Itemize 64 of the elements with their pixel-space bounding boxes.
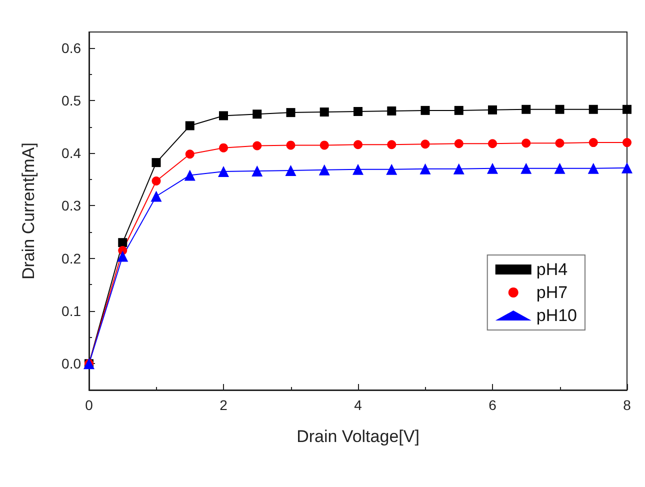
point bbox=[184, 170, 196, 181]
point bbox=[622, 138, 632, 148]
y-tick-label: 0.1 bbox=[62, 303, 82, 320]
point bbox=[354, 140, 362, 150]
y-tick-label: 0.0 bbox=[62, 356, 82, 372]
point bbox=[622, 104, 632, 114]
point bbox=[320, 140, 329, 150]
point bbox=[252, 141, 262, 150]
point bbox=[185, 150, 194, 159]
point bbox=[118, 238, 128, 248]
point bbox=[285, 164, 296, 176]
point bbox=[150, 190, 162, 202]
point bbox=[588, 104, 598, 114]
point bbox=[117, 250, 128, 262]
point bbox=[520, 162, 532, 174]
point bbox=[219, 143, 228, 152]
point bbox=[252, 110, 262, 119]
point bbox=[522, 104, 531, 114]
point bbox=[622, 162, 632, 174]
point bbox=[318, 164, 330, 176]
point bbox=[487, 162, 498, 174]
point bbox=[454, 106, 464, 115]
point bbox=[387, 140, 396, 150]
point bbox=[522, 138, 531, 148]
x-tick-label: 0 bbox=[85, 397, 94, 413]
point bbox=[387, 106, 396, 116]
point bbox=[588, 138, 598, 148]
point bbox=[555, 138, 564, 148]
y-axis-title: Drain Current[mA] bbox=[19, 142, 38, 280]
point bbox=[488, 105, 497, 114]
point bbox=[152, 158, 161, 168]
y-tick-label: 0.5 bbox=[62, 92, 82, 108]
point bbox=[354, 106, 362, 116]
legend-label: pH4 bbox=[536, 260, 568, 279]
point bbox=[554, 162, 566, 174]
legend-label: pH7 bbox=[536, 283, 568, 302]
x-tick-label: 2 bbox=[220, 397, 228, 413]
point bbox=[454, 139, 464, 148]
point bbox=[286, 108, 296, 118]
point bbox=[252, 165, 263, 176]
x-tick-label: 6 bbox=[488, 397, 497, 413]
legend-label: pH10 bbox=[536, 306, 577, 325]
point bbox=[320, 108, 329, 117]
y-tick-label: 0.3 bbox=[62, 198, 82, 214]
point bbox=[555, 104, 564, 114]
point bbox=[420, 163, 431, 174]
point bbox=[218, 166, 229, 178]
point bbox=[420, 106, 430, 115]
y-tick-label: 0.2 bbox=[62, 250, 82, 266]
point bbox=[588, 162, 599, 174]
x-tick-label: 4 bbox=[354, 397, 362, 413]
point bbox=[219, 111, 228, 120]
point bbox=[420, 140, 430, 149]
point bbox=[488, 139, 497, 148]
point bbox=[453, 163, 464, 174]
point bbox=[152, 176, 161, 186]
point bbox=[286, 140, 296, 150]
x-tick-label: 8 bbox=[623, 397, 632, 413]
y-tick-label: 0.6 bbox=[62, 40, 82, 56]
point bbox=[386, 164, 398, 175]
y-tick-label: 0.4 bbox=[62, 145, 82, 162]
point bbox=[185, 121, 194, 130]
x-axis-title: Drain Voltage[V] bbox=[296, 427, 420, 446]
point bbox=[352, 164, 364, 175]
